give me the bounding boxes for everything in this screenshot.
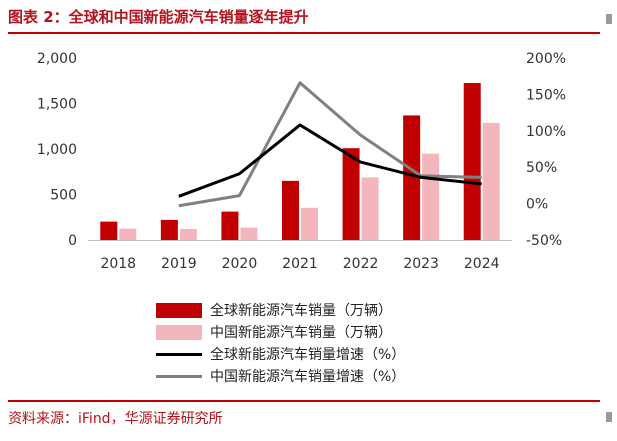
left-axis-tick-label: 0	[68, 233, 77, 249]
x-axis-tick-label: 2021	[282, 256, 318, 272]
bar-global-sales	[463, 83, 481, 241]
bar-global-sales	[100, 221, 118, 240]
line-china-growth	[178, 81, 482, 208]
x-axis-tick-label: 2023	[403, 256, 439, 272]
right-axis-tick-label: 0%	[526, 197, 548, 213]
left-axis-tick-label: 1,000	[37, 142, 77, 158]
legend-label-global-sales: 全球新能源汽车销量（万辆）	[210, 303, 392, 319]
bar-global-sales	[282, 180, 299, 240]
legend-item-china-sales: 中国新能源汽车销量（万辆）	[156, 321, 405, 343]
figure-title: 图表 2：全球和中国新能源汽车销量逐年提升	[8, 8, 309, 26]
bar-china-sales	[301, 207, 318, 240]
right-axis-tick-label: 200%	[526, 51, 566, 67]
right-axis-tick-label: 150%	[526, 87, 566, 103]
right-axis-tick-label: 100%	[526, 124, 566, 140]
legend-item-global-growth: 全球新能源汽车销量增速（%）	[156, 343, 405, 365]
line-global-growth	[178, 123, 482, 198]
edge-marker-top	[606, 14, 612, 24]
legend-item-global-sales: 全球新能源汽车销量（万辆）	[156, 299, 405, 321]
left-axis-tick-label: 500	[50, 188, 77, 204]
right-axis-tick-label: 50%	[526, 160, 557, 176]
chart-legend: 全球新能源汽车销量（万辆） 中国新能源汽车销量（万辆） 全球新能源汽车销量增速（…	[156, 299, 405, 387]
x-axis-tick-label: 2018	[100, 256, 136, 272]
title-rule	[8, 32, 600, 34]
legend-label-global-growth: 全球新能源汽车销量增速（%）	[210, 347, 406, 363]
x-axis-tick-label: 2024	[464, 256, 500, 272]
right-axis-tick-label: -50%	[526, 233, 562, 249]
legend-swatch-china-growth	[156, 374, 202, 378]
bar-china-sales	[119, 228, 137, 240]
bar-china-sales	[361, 177, 379, 240]
source-note: 资料来源：iFind，华源证券研究所	[8, 411, 223, 427]
bar-china-sales	[179, 228, 197, 240]
edge-marker-bottom	[606, 412, 612, 422]
legend-swatch-global-sales	[156, 302, 202, 318]
bar-china-sales	[240, 227, 258, 240]
bar-global-sales	[221, 211, 239, 240]
source-rule	[8, 400, 600, 402]
bar-global-sales	[160, 219, 178, 240]
x-axis-tick-label: 2022	[343, 256, 379, 272]
bar-global-sales	[403, 115, 421, 240]
bar-china-sales	[422, 153, 440, 240]
combo-chart: 0 500 1,000 1,500 2,000 -50% 0% 50% 100% 150% 200%…	[37, 51, 566, 272]
x-axis-tick-label: 2019	[161, 256, 197, 272]
legend-item-china-growth: 中国新能源汽车销量增速（%）	[156, 365, 405, 387]
legend-swatch-china-sales	[156, 324, 202, 340]
legend-label-china-growth: 中国新能源汽车销量增速（%）	[210, 369, 406, 385]
x-axis-tick-label: 2020	[222, 256, 258, 272]
legend-swatch-global-growth	[156, 352, 202, 356]
left-axis-tick-label: 1,500	[37, 97, 77, 113]
legend-label-china-sales: 中国新能源汽车销量（万辆）	[210, 325, 392, 341]
bar-global-sales	[342, 148, 360, 240]
left-axis-tick-label: 2,000	[37, 51, 77, 67]
bar-china-sales	[482, 122, 500, 240]
